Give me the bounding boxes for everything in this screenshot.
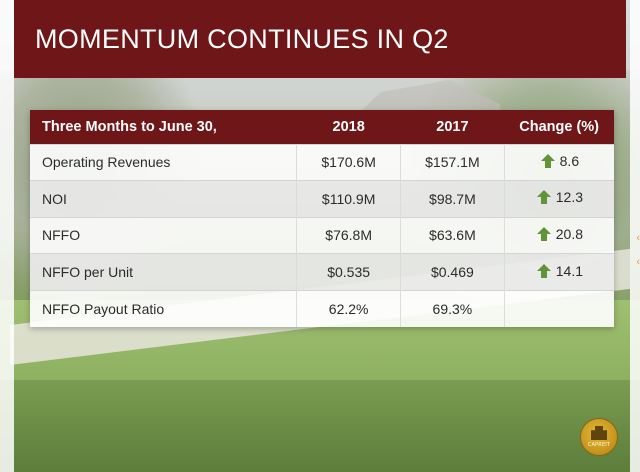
value-2018: $0.535 [296, 253, 402, 291]
up-arrow-icon [540, 153, 555, 168]
row-label: Operating Revenues [30, 143, 298, 181]
change-value: 20.8 [555, 225, 583, 242]
slide-right-margin [630, 0, 640, 472]
value-2017: 69.3% [400, 289, 505, 327]
value-2018: $170.6M [296, 143, 402, 181]
header-2018: 2018 [332, 118, 365, 135]
edge-marker-icon: ‹ [636, 232, 640, 244]
table-row: NFFO per Unit $0.535 $0.469 14.1 [30, 253, 614, 291]
value-2017: $63.6M [400, 216, 505, 254]
change-cell: 20.8 [504, 216, 614, 254]
header-2017: 2017 [436, 118, 469, 135]
logo-text: CAPREIT [587, 442, 611, 448]
value-2018: $76.8M [296, 216, 402, 254]
change-value: 8.6 [559, 152, 580, 169]
value-2017: $0.469 [400, 253, 505, 291]
change-cell [504, 289, 614, 327]
value-2017: $98.7M [400, 180, 505, 218]
slide-left-margin [0, 0, 14, 472]
table-row: NOI $110.9M $98.7M 12.3 [30, 180, 614, 218]
table-row: NFFO Payout Ratio 62.2% 69.3% [30, 289, 614, 327]
table-row: NFFO $76.8M $63.6M 20.8 [30, 216, 614, 254]
change-cell: 14.1 [504, 253, 614, 291]
change-value: 12.3 [555, 189, 583, 206]
change-cell: 8.6 [504, 143, 614, 181]
value-2017: $157.1M [400, 143, 505, 181]
title-bar: MOMENTUM CONTINUES IN Q2 [14, 0, 626, 78]
results-table: Three Months to June 30, 2018 2017 Chang… [30, 110, 614, 327]
up-arrow-icon [536, 190, 551, 205]
header-period: Three Months to June 30, [42, 118, 217, 135]
capreit-logo-icon: CAPREIT [580, 418, 618, 456]
row-label: NOI [30, 180, 298, 218]
row-label: NFFO [30, 216, 298, 254]
value-2018: 62.2% [296, 289, 402, 327]
edge-marker-icon: ‹ [636, 256, 640, 268]
change-cell: 12.3 [504, 180, 614, 218]
value-2018: $110.9M [296, 180, 402, 218]
slide-title: MOMENTUM CONTINUES IN Q2 [35, 23, 449, 54]
change-value: 14.1 [555, 262, 583, 279]
up-arrow-icon [536, 263, 551, 278]
table-header-row: Three Months to June 30, 2018 2017 Chang… [30, 110, 614, 144]
row-label: NFFO Payout Ratio [30, 289, 298, 327]
header-change: Change (%) [519, 118, 599, 135]
building-icon [591, 426, 607, 440]
row-label: NFFO per Unit [30, 253, 298, 291]
background-shadow [0, 380, 640, 472]
up-arrow-icon [536, 226, 551, 241]
table-row: Operating Revenues $170.6M $157.1M 8.6 [30, 143, 614, 181]
results-table-container: Three Months to June 30, 2018 2017 Chang… [30, 110, 614, 327]
